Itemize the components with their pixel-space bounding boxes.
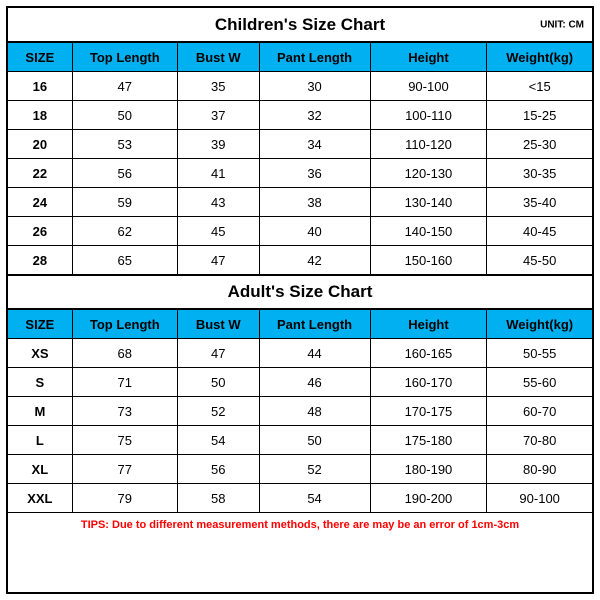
- col-weight: Weight(kg): [487, 310, 592, 339]
- outer-border: Children's Size Chart UNIT: CM SIZE Top …: [6, 6, 594, 594]
- children-title: Children's Size Chart: [215, 15, 385, 35]
- col-pant-length: Pant Length: [259, 310, 370, 339]
- tips-text: TIPS: Due to different measurement metho…: [8, 513, 592, 592]
- adult-title-row: Adult's Size Chart: [8, 275, 592, 309]
- col-weight: Weight(kg): [487, 43, 592, 72]
- table-row: S715046160-17055-60: [8, 368, 592, 397]
- col-size: SIZE: [8, 310, 72, 339]
- table-row: 18503732100-11015-25: [8, 101, 592, 130]
- table-row: L755450175-18070-80: [8, 426, 592, 455]
- col-height: Height: [370, 43, 487, 72]
- table-row: 20533934110-12025-30: [8, 130, 592, 159]
- unit-label: UNIT: CM: [540, 19, 584, 30]
- adult-title: Adult's Size Chart: [228, 282, 373, 302]
- size-chart-card: Children's Size Chart UNIT: CM SIZE Top …: [0, 0, 600, 600]
- table-row: 24594338130-14035-40: [8, 188, 592, 217]
- children-body: 1647353090-100<15 18503732100-11015-25 2…: [8, 72, 592, 275]
- col-height: Height: [370, 310, 487, 339]
- col-pant-length: Pant Length: [259, 43, 370, 72]
- table-row: 28654742150-16045-50: [8, 246, 592, 275]
- table-row: XL775652180-19080-90: [8, 455, 592, 484]
- children-title-row: Children's Size Chart UNIT: CM: [8, 8, 592, 42]
- table-row: M735248170-17560-70: [8, 397, 592, 426]
- table-row: 26624540140-15040-45: [8, 217, 592, 246]
- table-row: XXL795854190-20090-100: [8, 484, 592, 513]
- children-header-row: SIZE Top Length Bust W Pant Length Heigh…: [8, 43, 592, 72]
- col-top-length: Top Length: [72, 310, 177, 339]
- col-bust-w: Bust W: [177, 43, 259, 72]
- col-size: SIZE: [8, 43, 72, 72]
- adult-table: SIZE Top Length Bust W Pant Length Heigh…: [8, 309, 592, 513]
- col-top-length: Top Length: [72, 43, 177, 72]
- adult-header-row: SIZE Top Length Bust W Pant Length Heigh…: [8, 310, 592, 339]
- table-row: 1647353090-100<15: [8, 72, 592, 101]
- table-row: XS684744160-16550-55: [8, 339, 592, 368]
- adult-body: XS684744160-16550-55 S715046160-17055-60…: [8, 339, 592, 513]
- col-bust-w: Bust W: [177, 310, 259, 339]
- table-row: 22564136120-13030-35: [8, 159, 592, 188]
- children-table: SIZE Top Length Bust W Pant Length Heigh…: [8, 42, 592, 275]
